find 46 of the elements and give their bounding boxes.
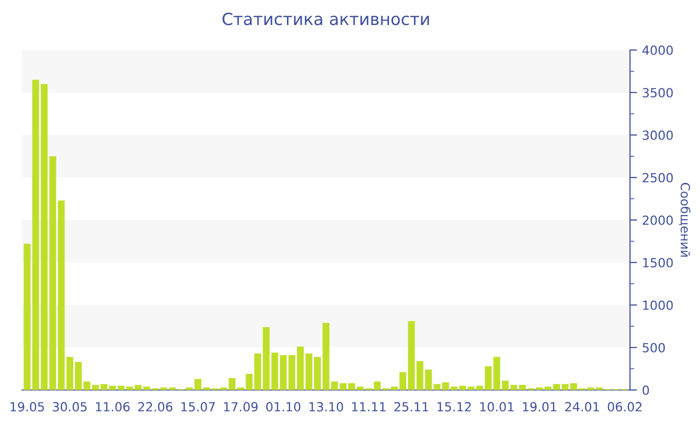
bar xyxy=(66,356,74,390)
x-tick-label: 06.02 xyxy=(608,402,642,412)
bar xyxy=(493,356,500,390)
x-tick-label: 17.09 xyxy=(224,402,258,412)
bar xyxy=(168,387,176,390)
y-tick-label: 1500 xyxy=(643,258,673,268)
x-tick-label: 01.10 xyxy=(266,402,300,412)
bar xyxy=(502,380,509,390)
bar xyxy=(484,366,492,390)
bar xyxy=(587,387,594,390)
y-axis-title: Сообщений xyxy=(679,182,690,257)
bar xyxy=(468,386,475,390)
x-tick-label: 15.07 xyxy=(181,402,215,412)
y-tick-label: 500 xyxy=(642,342,665,352)
bar xyxy=(143,386,150,390)
x-tick-label: 11.11 xyxy=(352,402,386,412)
x-tick-label: 15.12 xyxy=(438,402,471,412)
y-tick-label: 0 xyxy=(642,385,649,395)
bar xyxy=(49,156,56,390)
bar xyxy=(374,382,381,390)
y-tick-label: 3500 xyxy=(642,88,673,98)
bar xyxy=(254,353,262,390)
bar xyxy=(280,355,287,390)
chart-title: Статистика активности xyxy=(222,12,429,26)
x-tick-label: 11.06 xyxy=(96,402,130,412)
bar xyxy=(476,386,484,390)
bar xyxy=(596,387,603,390)
y-tick-label: 2500 xyxy=(642,172,673,182)
bar xyxy=(262,327,270,390)
bar xyxy=(58,200,65,390)
y-tick-label: 2000 xyxy=(642,215,673,225)
x-tick-label: 30.05 xyxy=(52,402,87,412)
x-tick-label: 19.01 xyxy=(522,402,556,412)
x-tick-label: 24.01 xyxy=(565,402,599,412)
bar xyxy=(271,352,278,390)
x-tick-label: 25.11 xyxy=(394,402,428,412)
bar xyxy=(390,386,398,390)
x-tick-label: 13.10 xyxy=(309,402,344,412)
y-tick-label: 4000 xyxy=(642,45,673,55)
x-tick-label: 22.06 xyxy=(138,402,172,412)
y-tick-label: 1000 xyxy=(643,300,673,310)
bar xyxy=(40,84,48,390)
bar xyxy=(160,387,168,390)
y-tick-label: 3000 xyxy=(642,130,673,140)
x-tick-label: 19.05 xyxy=(10,402,44,412)
x-tick-label: 10.01 xyxy=(480,402,514,412)
